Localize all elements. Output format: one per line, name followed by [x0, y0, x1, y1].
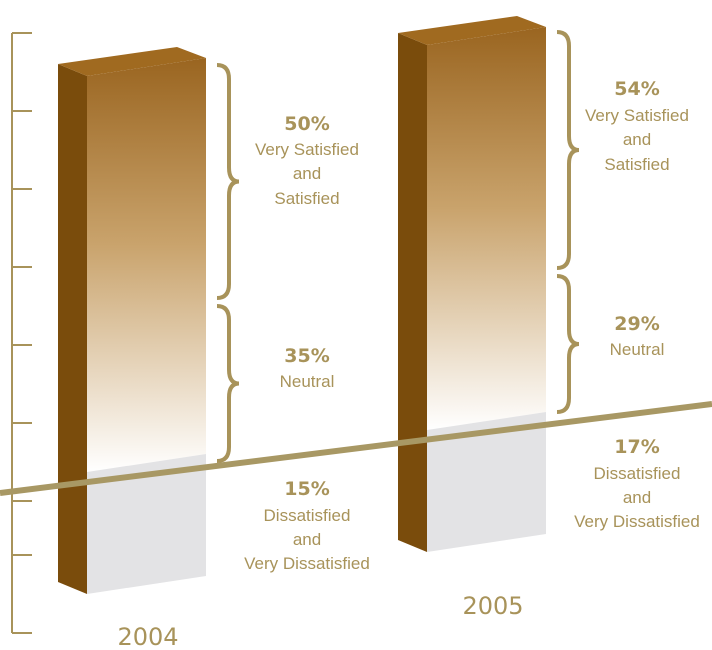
y-axis	[11, 32, 32, 634]
brace-neutral-2004	[216, 304, 240, 463]
bar-front-dissatisfied-2005	[427, 412, 546, 552]
brace-satisfied-2005	[556, 30, 580, 270]
label-satisfied-2005: 54% Very Satisfied and Satisfied	[585, 78, 689, 174]
category-label-line: Neutral	[280, 372, 335, 391]
category-label-line: Very Dissatisfied	[244, 554, 370, 573]
category-label-line: Very Satisfied	[255, 140, 359, 159]
bar-top-2005	[398, 16, 546, 45]
category-label-line: Dissatisfied	[264, 506, 351, 525]
y-axis-ticks	[12, 32, 32, 634]
category-label-line: Neutral	[610, 340, 665, 359]
bar-top-2004	[58, 47, 206, 76]
label-satisfied-2004: 50% Very Satisfied and Satisfied	[255, 113, 359, 208]
bar-front-satisfaction-2005	[427, 27, 546, 430]
x-axis-labels: 2004 2005	[117, 592, 523, 650]
category-label-line: and	[623, 130, 651, 149]
category-label-line: Very Dissatisfied	[574, 512, 700, 531]
x-tick-label-2005: 2005	[462, 592, 523, 620]
category-label-line: and	[623, 488, 651, 507]
category-label-line: and	[293, 164, 321, 183]
bar-front-satisfaction-2004	[87, 58, 206, 472]
value-label: 50%	[284, 113, 329, 135]
bars	[58, 16, 546, 594]
baseline-divider	[0, 401, 712, 496]
bar-side-2004	[58, 64, 87, 594]
label-neutral-2004: 35% Neutral	[280, 345, 335, 391]
category-label-line: and	[293, 530, 321, 549]
value-label: 29%	[614, 313, 659, 335]
label-dissatisfied-2005: 17% Dissatisfied and Very Dissatisfied	[574, 436, 700, 531]
brace-satisfied-2004	[216, 63, 240, 300]
category-label-line: Very Satisfied	[585, 106, 689, 125]
x-tick-label-2004: 2004	[117, 623, 178, 650]
bar-2004	[58, 47, 206, 594]
bar-2005	[398, 16, 546, 552]
value-label: 15%	[284, 478, 329, 500]
value-label: 17%	[614, 436, 659, 458]
bar-side-2005	[398, 33, 427, 552]
category-label-line: Satisfied	[604, 155, 669, 174]
category-label-line: Dissatisfied	[594, 464, 681, 483]
label-dissatisfied-2004: 15% Dissatisfied and Very Dissatisfied	[244, 478, 370, 573]
label-neutral-2005: 29% Neutral	[610, 313, 665, 359]
bar-front-dissatisfied-2004	[87, 454, 206, 594]
value-label: 54%	[614, 78, 659, 100]
category-label-line: Satisfied	[274, 189, 339, 208]
value-label: 35%	[284, 345, 329, 367]
braces	[216, 30, 580, 463]
brace-neutral-2005	[556, 274, 580, 414]
value-labels: 50% Very Satisfied and Satisfied 35% Neutral 1…	[244, 78, 700, 573]
